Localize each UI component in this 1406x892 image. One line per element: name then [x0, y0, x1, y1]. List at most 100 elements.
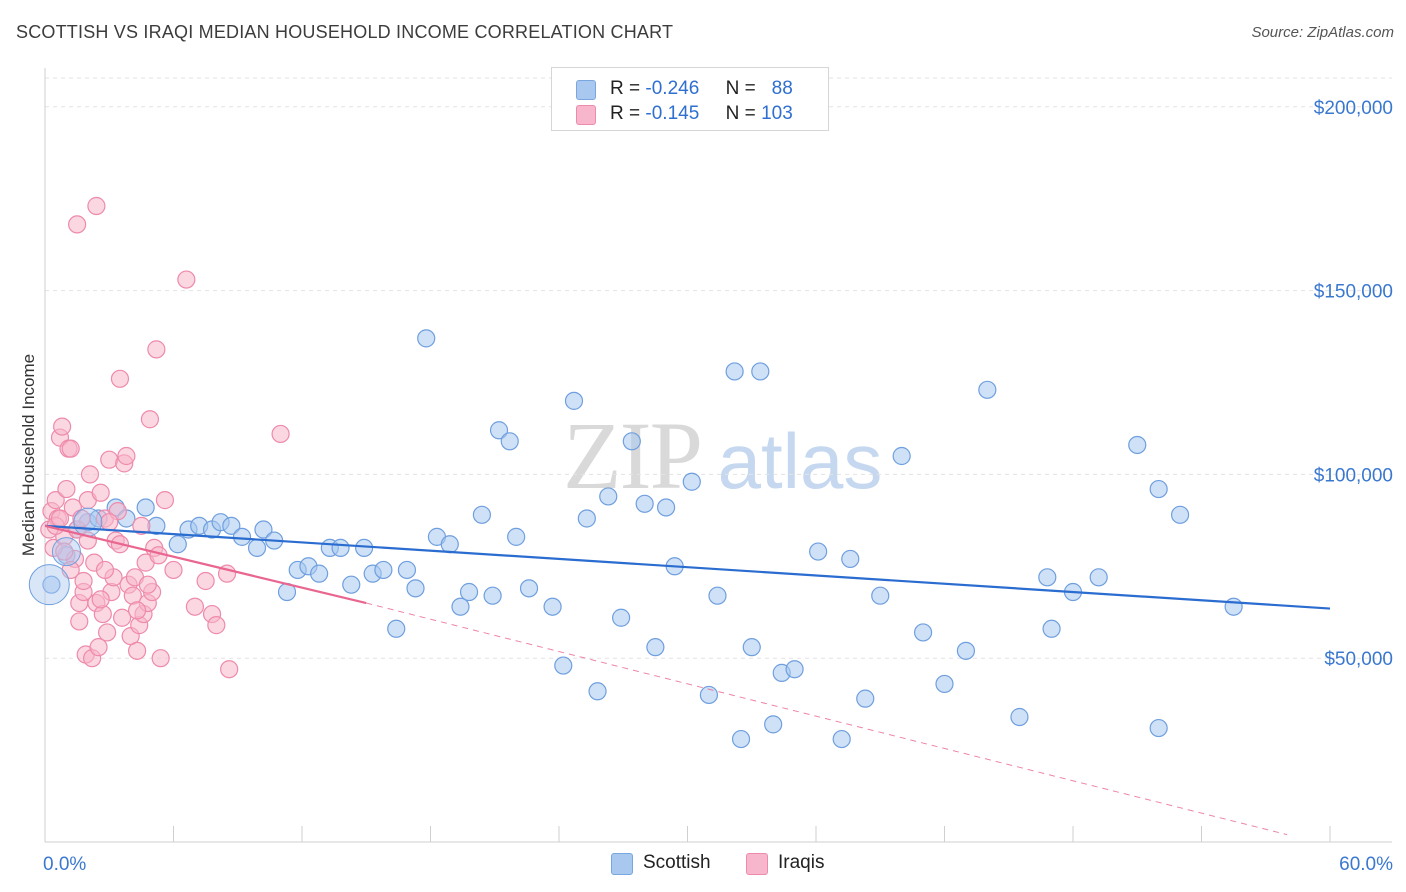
- point-scottish: [1010, 707, 1029, 727]
- point-scottish: [342, 575, 361, 594]
- point-iraqis: [98, 623, 117, 642]
- y-axis-label: Median Household Income: [19, 353, 38, 557]
- point-scottish: [136, 498, 155, 517]
- point-scottish: [331, 538, 350, 558]
- legend-text-scottish: R = -0.246 N = 88: [610, 78, 793, 100]
- x-tick-label-max: 60.0%: [1339, 854, 1393, 875]
- point-scottish: [635, 494, 654, 513]
- point-iraqis: [140, 410, 160, 429]
- correlation-legend: R = -0.246 N = 88 R = -0.145 N = 103: [551, 67, 829, 131]
- point-iraqis: [74, 571, 93, 591]
- point-scottish: [935, 674, 954, 694]
- x-tick-label-min: 0.0%: [43, 854, 86, 875]
- point-scottish: [599, 487, 618, 506]
- point-scottish: [725, 362, 744, 381]
- point-scottish: [731, 729, 751, 749]
- legend-r-label: R =: [610, 78, 641, 99]
- point-iraqis: [87, 196, 106, 216]
- point-scottish: [1038, 568, 1057, 587]
- point-scottish: [742, 638, 761, 657]
- legend-n-label: N =: [725, 78, 756, 99]
- point-scottish: [892, 446, 911, 466]
- point-iraqis: [68, 215, 87, 234]
- legend-swatch-iraqis: [576, 105, 596, 125]
- point-iraqis: [100, 450, 119, 469]
- point-scottish: [451, 597, 470, 616]
- point-iraqis: [155, 491, 175, 510]
- bottom-legend-swatch-scottish: [611, 853, 633, 875]
- point-scottish: [871, 586, 890, 605]
- point-iraqis: [127, 601, 147, 620]
- point-scottish: [622, 432, 641, 451]
- point-iraqis: [61, 439, 80, 458]
- watermark-atlas: atlas: [718, 417, 883, 505]
- point-scottish: [483, 586, 502, 605]
- y-tick-label: $150,000: [1314, 282, 1393, 303]
- chart-source: Source: ZipAtlas.com: [1251, 24, 1394, 41]
- point-scottish: [247, 538, 267, 558]
- point-iraqis: [164, 560, 183, 580]
- point-scottish: [554, 656, 573, 675]
- point-scottish: [956, 641, 976, 660]
- point-scottish: [440, 535, 459, 554]
- point-scottish: [646, 638, 665, 657]
- point-scottish: [168, 535, 187, 554]
- point-scottish: [459, 582, 479, 602]
- point-scottish: [417, 329, 436, 348]
- point-scottish: [832, 729, 851, 749]
- y-tick-label: $50,000: [1324, 649, 1393, 670]
- point-scottish: [577, 509, 596, 528]
- legend-n-value: 103: [761, 103, 793, 124]
- point-iraqis: [110, 369, 130, 388]
- point-scottish: [564, 391, 584, 410]
- point-scottish: [374, 560, 393, 580]
- point-iraqis: [185, 597, 205, 616]
- trend-line-iraqis: [44, 524, 367, 605]
- point-scottish: [42, 575, 61, 594]
- point-scottish: [751, 362, 770, 381]
- legend-n-label: N =: [725, 103, 756, 124]
- point-iraqis: [50, 509, 70, 528]
- chart-title: SCOTTISH VS IRAQI MEDIAN HOUSEHOLD INCOM…: [16, 22, 674, 42]
- point-scottish: [489, 421, 509, 440]
- point-scottish-large: [73, 507, 103, 537]
- point-scottish: [254, 520, 273, 539]
- point-scottish: [232, 527, 252, 546]
- point-iraqis: [132, 516, 151, 535]
- y-tick-label: $200,000: [1314, 98, 1393, 119]
- watermark-zip: ZIP: [563, 402, 701, 509]
- point-scottish: [406, 579, 425, 598]
- point-scottish: [656, 498, 676, 517]
- legend-n-value: 88: [771, 78, 793, 99]
- point-iraqis: [91, 590, 110, 609]
- point-scottish: [1089, 568, 1108, 587]
- point-scottish: [856, 689, 875, 708]
- point-iraqis: [70, 612, 89, 631]
- point-iraqis: [46, 491, 65, 510]
- point-scottish: [543, 597, 562, 616]
- point-iraqis: [89, 638, 108, 657]
- point-scottish: [1149, 718, 1168, 738]
- point-scottish: [507, 527, 526, 546]
- point-scottish: [519, 579, 539, 598]
- point-scottish: [764, 715, 783, 734]
- point-scottish: [355, 538, 374, 558]
- legend-r-value: -0.246: [645, 78, 700, 99]
- point-iraqis: [112, 608, 132, 627]
- point-iraqis: [177, 270, 196, 289]
- trend-line-scottish: [44, 524, 1331, 610]
- point-scottish: [588, 682, 607, 701]
- bottom-legend-label-scottish: Scottish: [643, 852, 711, 873]
- point-iraqis: [57, 479, 76, 499]
- point-scottish: [841, 549, 860, 569]
- point-scottish: [612, 608, 631, 627]
- point-iraqis: [80, 465, 100, 484]
- point-scottish-large: [51, 537, 81, 567]
- point-scottish: [978, 380, 997, 399]
- point-scottish: [1128, 435, 1147, 455]
- point-scottish: [310, 564, 329, 583]
- trend-line-iraqis-extension: [366, 602, 1288, 836]
- point-iraqis: [138, 575, 157, 594]
- point-scottish: [1042, 619, 1061, 638]
